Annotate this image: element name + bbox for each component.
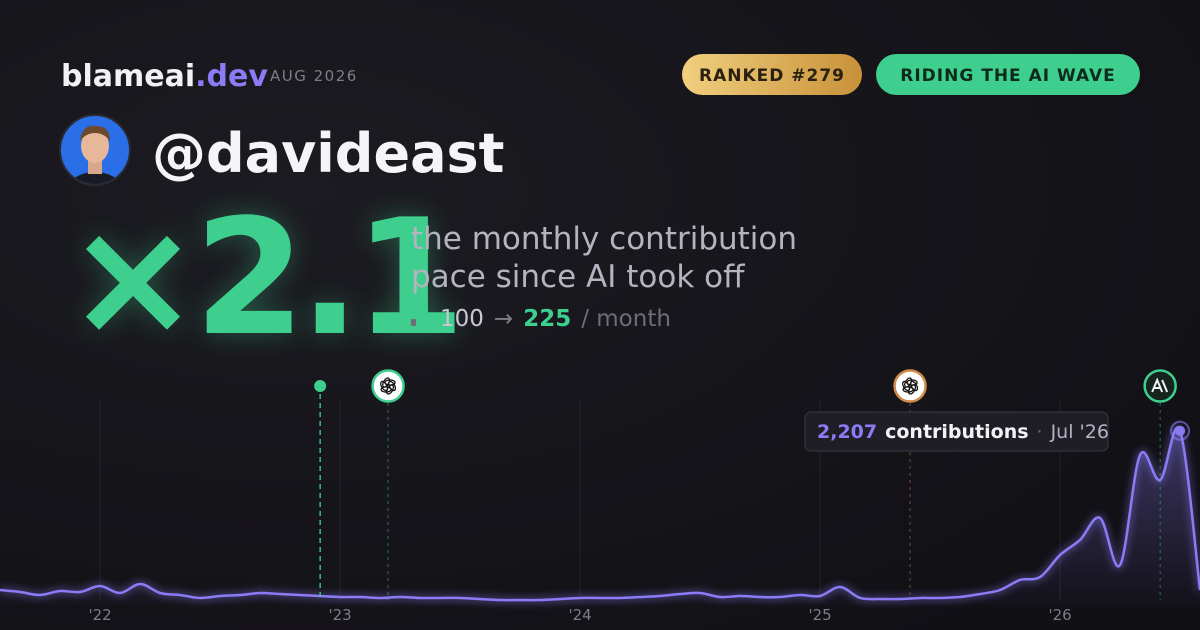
event-logo	[382, 377, 391, 388]
line	[0, 426, 1200, 602]
multiplier: ×2.1	[66, 184, 460, 371]
brand-name: blameai	[61, 59, 195, 94]
handle: @davideast	[152, 122, 504, 185]
area	[0, 427, 1200, 605]
wave-badge	[876, 54, 1140, 95]
avatar	[59, 114, 131, 186]
pace-arrow: →	[494, 306, 513, 332]
tooltip-value: 2,207	[817, 421, 877, 443]
tooltip-date: Jul '26	[1050, 421, 1109, 443]
tooltip-label: contributions	[885, 421, 1028, 443]
x-tick-label: '23	[328, 606, 351, 624]
pace-icon	[411, 319, 416, 326]
rank-badge	[682, 54, 862, 95]
highlight-ring	[1170, 420, 1191, 441]
tooltip	[804, 411, 1109, 452]
tooltip-text: 2,207 contributions · Jul '26	[817, 421, 1109, 443]
tooltip-separator: ·	[1037, 421, 1043, 443]
highlight-point	[1175, 425, 1186, 436]
rank-badge-text: RANKED #279	[699, 66, 845, 86]
headline-line: the monthly contribution	[411, 221, 797, 257]
event-logo	[904, 377, 913, 388]
event-logo	[1151, 377, 1169, 393]
wave-badge-text: RIDING THE AI WAVE	[900, 66, 1115, 86]
event-dot	[314, 380, 327, 392]
brand: blameai.dev	[61, 59, 268, 94]
multiplier-glow: ×2.1	[66, 184, 460, 371]
event-icon	[371, 369, 405, 403]
event-logo	[384, 379, 396, 386]
pace-icon	[422, 307, 428, 326]
chart: '22 '23 '24 '25 '26 2,207 contributions · Jul '2…	[0, 369, 1200, 624]
pace-after: 225	[523, 306, 571, 332]
pace-before: 100	[440, 306, 484, 332]
x-tick-label: '24	[568, 606, 591, 624]
x-tick-label: '26	[1048, 606, 1071, 624]
headline-line: pace since AI took off	[411, 259, 745, 295]
x-tick-label: '25	[808, 606, 831, 624]
x-tick-label: '22	[88, 606, 111, 624]
pace-unit: / month	[581, 306, 671, 332]
event-logo	[906, 379, 918, 386]
event-icon	[893, 369, 927, 403]
pace: 100 → 225 / month	[440, 306, 671, 332]
brand-tld: .dev	[195, 59, 268, 94]
period: AUG 2026	[270, 67, 358, 85]
